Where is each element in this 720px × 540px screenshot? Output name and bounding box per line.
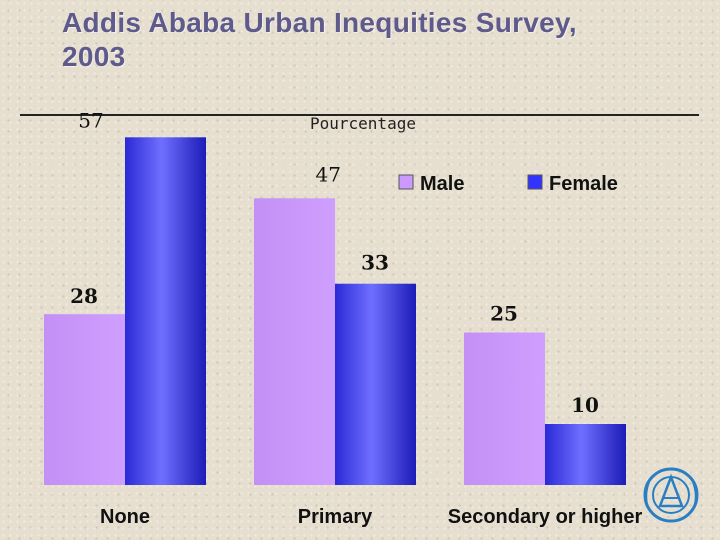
category-labels-group: None Primary Secondary or higher bbox=[100, 506, 642, 528]
value-labels-group: 28 57 47 33 25 10 bbox=[70, 108, 599, 417]
value-label-female-2: 33 bbox=[361, 251, 389, 275]
slide-title-line-1: Addis Ababa Urban Inequities Survey, bbox=[62, 7, 577, 38]
value-label-female-3: 10 bbox=[571, 393, 599, 417]
value-label-male-2: 47 bbox=[316, 162, 341, 186]
legend-label-female: Female bbox=[549, 173, 618, 195]
category-label-1: None bbox=[100, 506, 150, 528]
value-label-female-1: 57 bbox=[78, 108, 103, 132]
un-emblem-icon bbox=[643, 467, 699, 523]
bar-male-1 bbox=[44, 314, 125, 485]
bar-female-2 bbox=[335, 283, 416, 485]
legend-swatch-female bbox=[527, 174, 543, 190]
legend-label-male: Male bbox=[420, 173, 464, 195]
bar-female-1 bbox=[125, 137, 206, 486]
category-label-3: Secondary or higher bbox=[448, 506, 643, 528]
chart-title: Pourcentage bbox=[310, 114, 416, 133]
bar-male-2 bbox=[254, 198, 335, 486]
legend-swatch-male bbox=[398, 174, 414, 190]
bar-male-3 bbox=[464, 332, 545, 485]
legend: Male Female bbox=[398, 173, 618, 195]
value-label-male-1: 28 bbox=[70, 284, 98, 308]
slide-title-line-2: 2003 bbox=[62, 41, 126, 72]
slide-title: Addis Ababa Urban Inequities Survey, 200… bbox=[62, 6, 577, 74]
bar-female-3 bbox=[545, 424, 626, 485]
bars-group bbox=[44, 137, 626, 486]
category-label-2: Primary bbox=[298, 506, 373, 528]
title-divider bbox=[20, 114, 699, 116]
value-label-male-3: 25 bbox=[490, 302, 518, 326]
